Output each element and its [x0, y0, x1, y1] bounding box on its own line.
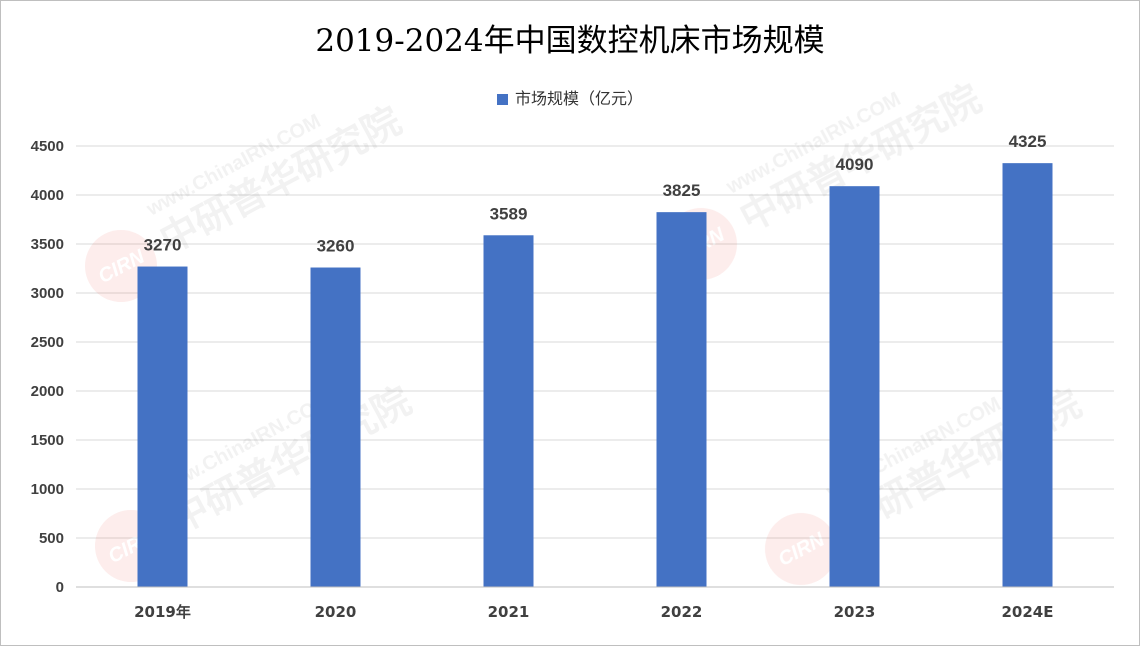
legend-label: 市场规模（亿元） [514, 89, 643, 108]
data-label: 4325 [1009, 132, 1047, 151]
bar [829, 186, 880, 587]
data-label: 3270 [144, 236, 182, 255]
y-tick-label: 1000 [31, 481, 64, 498]
y-tick-label: 3000 [31, 285, 64, 302]
y-tick-label: 4500 [31, 138, 64, 155]
x-category-label: 2021 [488, 603, 530, 621]
data-label: 3589 [490, 204, 528, 223]
y-tick-label: 1500 [31, 432, 64, 449]
data-label: 4090 [836, 155, 874, 174]
chart-title: 2019-2024年中国数控机床市场规模 [315, 23, 825, 59]
bar [310, 267, 361, 587]
x-category-label: 2024E [1002, 603, 1054, 621]
y-tick-label: 500 [39, 530, 64, 547]
data-label: 3260 [317, 237, 355, 256]
legend-swatch [496, 94, 508, 105]
y-tick-label: 3500 [31, 236, 64, 253]
legend: 市场规模（亿元） [1, 85, 1139, 109]
x-category-label: 2020 [315, 603, 357, 621]
bar [137, 266, 188, 587]
x-category-label: 2023 [834, 603, 876, 621]
bar [656, 212, 707, 587]
data-label: 3825 [663, 181, 701, 200]
watermark-logo-icon [765, 513, 837, 585]
bar [1002, 163, 1053, 587]
x-category-label: 2019年 [134, 603, 191, 621]
y-tick-label: 2500 [31, 334, 64, 351]
bar [483, 235, 534, 587]
x-category-label: 2022 [661, 603, 703, 621]
y-tick-label: 0 [56, 579, 64, 596]
y-tick-label: 2000 [31, 383, 64, 400]
y-tick-label: 4000 [31, 187, 64, 204]
